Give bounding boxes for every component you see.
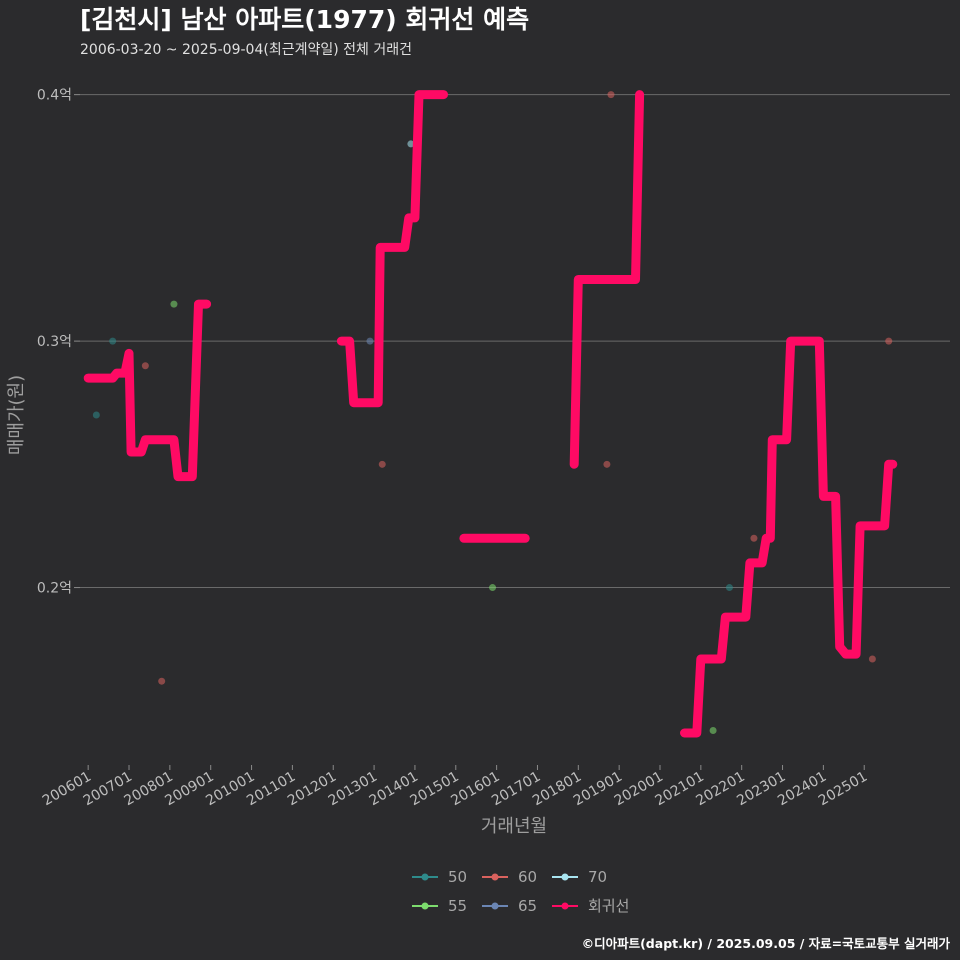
data-point-4 [170, 300, 178, 308]
legend-marker-4 [561, 873, 569, 881]
regression-segment-4 [680, 336, 898, 738]
data-point-15 [885, 337, 893, 345]
legend-marker-0 [421, 873, 429, 881]
legend-label-5: 회귀선 [588, 897, 629, 915]
legend-marker-3 [491, 902, 499, 910]
data-point-12 [725, 584, 733, 592]
legend-label-2: 60 [518, 868, 537, 886]
legend-label-1: 55 [448, 897, 467, 915]
data-point-8 [489, 584, 497, 592]
data-point-7 [407, 140, 415, 148]
data-point-0 [92, 411, 100, 419]
data-point-1 [109, 337, 117, 345]
scatter-points [92, 91, 893, 734]
data-point-10 [607, 91, 615, 99]
legend-marker-1 [421, 902, 429, 910]
regression-segment-1 [336, 90, 448, 408]
legend-label-3: 65 [518, 897, 537, 915]
y-tick-label-1: 0.3억 [37, 334, 72, 350]
y-tick-labels: 0.2억 0.3억 0.4억 [37, 88, 72, 597]
chart-subtitle: 2006-03-20 ~ 2025-09-04(최근계약일) 전체 거래건 [80, 42, 412, 58]
legend-marker-5 [561, 902, 569, 910]
x-tick-labels: 2006012007012008012009012010012011012012… [40, 769, 870, 810]
regression-lines [83, 90, 898, 738]
chart-caption: ©디아파트(dapt.kr) / 2025.09.05 / 자료=국토교통부 실… [582, 936, 951, 951]
data-point-3 [158, 677, 166, 685]
y-tick-label-0: 0.2억 [37, 581, 72, 597]
data-point-11 [709, 726, 717, 734]
data-point-13 [750, 534, 758, 542]
y-tick-label-2: 0.4억 [37, 88, 72, 104]
regression-segment-3 [569, 90, 645, 469]
x-axis-title: 거래년월 [481, 816, 547, 837]
data-point-2 [141, 362, 149, 370]
legend-marker-2 [491, 873, 499, 881]
chart-title: [김천시] 남산 아파트(1977) 회귀선 예측 [80, 5, 529, 34]
y-axis-title: 매매가(원) [6, 375, 27, 455]
data-point-14 [868, 655, 876, 663]
data-point-6 [378, 460, 386, 468]
data-point-9 [603, 460, 611, 468]
regression-segment-0 [83, 299, 212, 482]
grid-layer [74, 94, 950, 770]
data-point-5 [366, 337, 374, 345]
legend: 50 55 60 65 70 회귀선 [412, 868, 629, 915]
legend-label-4: 70 [588, 868, 607, 886]
legend-label-0: 50 [448, 868, 467, 886]
